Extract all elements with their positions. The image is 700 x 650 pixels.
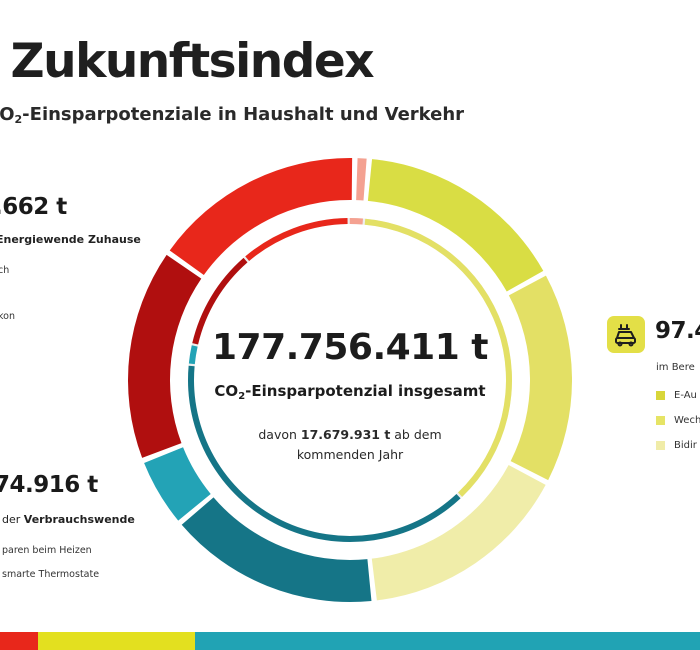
page-subtitle: CO2-Einsparpotenziale in Haushalt und Ve… (0, 104, 465, 126)
outer-ring-segment (169, 157, 353, 275)
outer-ring-segment (144, 447, 211, 521)
left-top-item: ch (0, 265, 10, 276)
bottom-bar-red (0, 632, 38, 650)
total-value: 177.756.411 t (211, 327, 489, 368)
next-year-note: davon 17.679.931 t ab dem kommenden Jahr (258, 427, 442, 462)
outer-ring-segment (128, 254, 202, 458)
left-top-value: .662 t (0, 194, 67, 220)
left-bottom-value: 74.916 t (0, 472, 98, 498)
right-category: im Bere (656, 362, 695, 373)
legend-item: Bidir (656, 440, 697, 451)
car-plug-icon (607, 316, 645, 353)
legend-item: E-Au (656, 390, 697, 401)
bottom-bar-yellow (38, 632, 195, 650)
inner-ring-segment (192, 257, 248, 345)
legend-item: Wech (656, 415, 700, 426)
left-top-category: Energiewende Zuhause (0, 233, 141, 246)
left-bottom-item: smarte Thermostate (2, 569, 100, 580)
left-top-item: kon (0, 311, 15, 322)
total-label: CO2-Einsparpotenzial insgesamt (214, 382, 486, 402)
outer-ring-segment (181, 497, 372, 602)
inner-ring-segment (245, 218, 348, 261)
bottom-bar-teal (195, 632, 700, 650)
page-title: r Zukunftsindex (0, 34, 375, 89)
outer-ring-segment (356, 158, 367, 201)
outer-ring-segment (371, 465, 546, 601)
left-bottom-item: paren beim Heizen (2, 545, 92, 556)
right-value: 97.4 (655, 318, 700, 344)
inner-ring-segment (188, 345, 198, 365)
inner-ring-segment (349, 217, 363, 225)
outer-ring-segment (367, 159, 544, 292)
outer-ring-segment (508, 275, 573, 481)
left-bottom-category: der Verbrauchswende (2, 513, 135, 526)
